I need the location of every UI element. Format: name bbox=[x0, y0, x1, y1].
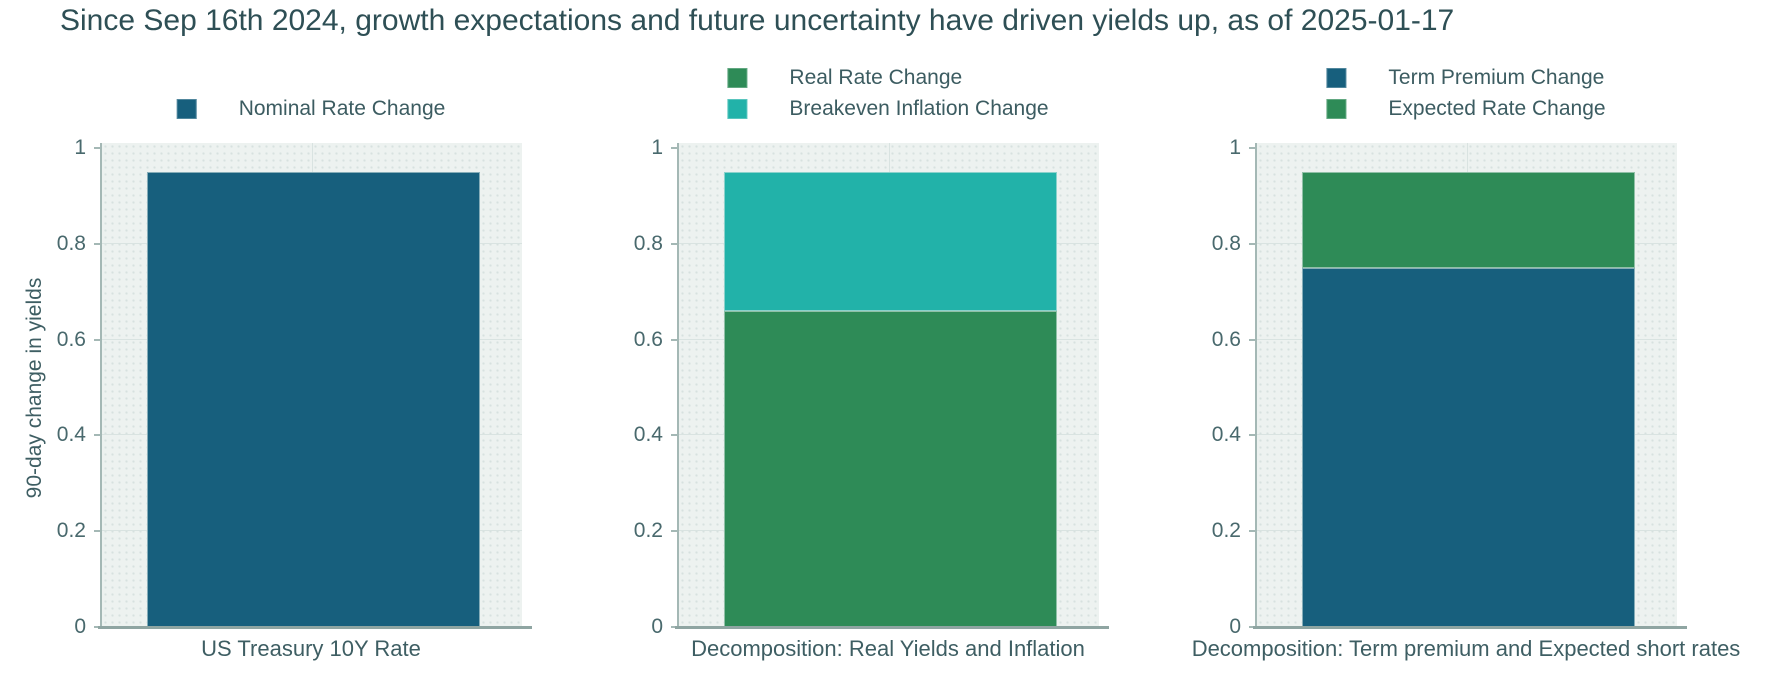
y-tick-mark bbox=[94, 147, 100, 149]
x-category-label-decomposition-real-yields-and-inflation: Decomposition: Real Yields and Inflation bbox=[691, 636, 1085, 661]
plot-area-2 bbox=[677, 143, 1099, 627]
legend-item-real-rate-change[interactable]: Real Rate Change bbox=[727, 62, 1048, 93]
legend-3: Term Premium Change Expected Rate Change bbox=[1326, 62, 1606, 124]
figure-title: Since Sep 16th 2024, growth expectations… bbox=[60, 4, 1455, 37]
y-tick-mark bbox=[1249, 530, 1255, 533]
y-tick-label: 0 bbox=[1229, 615, 1241, 638]
legend-marker-term-premium-change bbox=[1326, 67, 1347, 88]
y-tick-mark bbox=[671, 147, 677, 149]
y-tick-mark bbox=[671, 242, 677, 245]
legend-marker-real-rate-change bbox=[727, 67, 748, 88]
y-tick-label: 0.8 bbox=[56, 231, 86, 255]
y-tick-mark bbox=[671, 434, 677, 437]
y-axis-title: 90-day change in yields bbox=[23, 277, 46, 499]
y-tick-mark bbox=[94, 338, 100, 341]
legend-label: Nominal Rate Change bbox=[238, 96, 446, 120]
y-tick-mark bbox=[94, 242, 100, 245]
plot-area-1 bbox=[100, 143, 522, 627]
x-axis-line bbox=[675, 626, 1109, 629]
bar-segment-breakeven-inflation-change bbox=[724, 171, 1057, 311]
y-tick-mark bbox=[1249, 626, 1255, 628]
y-tick-mark bbox=[94, 434, 100, 437]
y-tick-label: 0.2 bbox=[56, 519, 86, 543]
y-tick-label: 0.4 bbox=[56, 423, 86, 447]
y-tick-label: 0 bbox=[651, 615, 663, 638]
y-tick-mark bbox=[671, 338, 677, 341]
plot-area-3 bbox=[1255, 143, 1677, 627]
legend-label: Expected Rate Change bbox=[1388, 96, 1606, 120]
y-tick-label: 0.4 bbox=[633, 423, 663, 447]
legend-item-expected-rate-change[interactable]: Expected Rate Change bbox=[1326, 93, 1606, 124]
bar-us-treasury-10y-rate bbox=[147, 143, 480, 627]
y-tick-label: 0.2 bbox=[1211, 519, 1241, 543]
legend-item-term-premium-change[interactable]: Term Premium Change bbox=[1326, 62, 1605, 93]
y-tick-mark bbox=[94, 626, 100, 628]
legend-label: Term Premium Change bbox=[1388, 65, 1605, 89]
legend-marker-nominal-rate-change bbox=[176, 98, 197, 119]
y-tick-mark bbox=[94, 530, 100, 533]
y-tick-label: 0 bbox=[74, 615, 86, 638]
legend-label: Breakeven Inflation Change bbox=[789, 96, 1049, 120]
y-tick-label: 0.6 bbox=[56, 327, 86, 351]
bar-decomposition-real-yields-and-inflation bbox=[724, 143, 1057, 627]
y-tick-mark bbox=[1249, 147, 1255, 149]
legend-marker-breakeven-inflation-change bbox=[727, 98, 748, 119]
bar-segment-real-rate-change bbox=[724, 310, 1057, 627]
legend-item-nominal-rate-change[interactable]: Nominal Rate Change bbox=[176, 93, 446, 124]
legend-2: Real Rate Change Breakeven Inflation Chan… bbox=[727, 62, 1049, 124]
legend-label: Real Rate Change bbox=[789, 65, 963, 89]
x-category-label-us-treasury-10y-rate: US Treasury 10Y Rate bbox=[201, 636, 421, 661]
x-axis-line bbox=[98, 626, 532, 629]
bar-segment-term-premium-change bbox=[1302, 267, 1635, 627]
y-tick-mark bbox=[1249, 338, 1255, 341]
y-tick-label: 1 bbox=[1229, 136, 1241, 159]
bar-segment-nominal-rate-change bbox=[147, 171, 480, 627]
y-tick-label: 1 bbox=[74, 136, 86, 159]
y-tick-mark bbox=[671, 530, 677, 533]
y-tick-mark bbox=[1249, 434, 1255, 437]
y-tick-label: 1 bbox=[651, 136, 663, 159]
y-tick-label: 0.8 bbox=[633, 231, 663, 255]
x-axis-line bbox=[1253, 626, 1687, 629]
y-tick-mark bbox=[671, 626, 677, 628]
legend-1: Nominal Rate Change bbox=[176, 93, 446, 124]
y-tick-label: 0.8 bbox=[1211, 231, 1241, 255]
y-tick-label: 0.6 bbox=[633, 327, 663, 351]
y-tick-label: 0.6 bbox=[1211, 327, 1241, 351]
y-tick-mark bbox=[1249, 242, 1255, 245]
y-tick-label: 0.4 bbox=[1211, 423, 1241, 447]
bar-decomposition-term-premium-and-expected-short-rates bbox=[1302, 143, 1635, 627]
legend-item-breakeven-inflation-change[interactable]: Breakeven Inflation Change bbox=[727, 93, 1049, 124]
legend-marker-expected-rate-change bbox=[1326, 98, 1347, 119]
bar-segment-expected-rate-change bbox=[1302, 171, 1635, 268]
y-tick-label: 0.2 bbox=[633, 519, 663, 543]
x-category-label-decomposition-term-premium-and-expected-short-rates: Decomposition: Term premium and Expected… bbox=[1191, 636, 1741, 661]
